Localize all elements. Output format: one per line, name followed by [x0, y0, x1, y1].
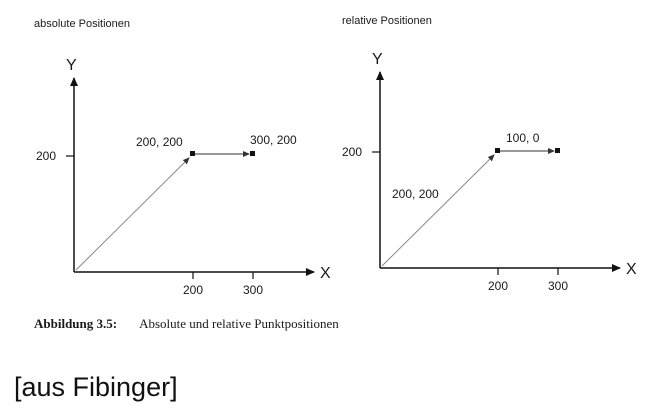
left-start-point	[190, 151, 195, 156]
left-panel-title: absolute Positionen	[34, 18, 131, 30]
left-panel: Y X 200 200 300 200, 200 300, 200	[36, 57, 331, 297]
left-x-axis-label: X	[320, 265, 331, 282]
left-y-tick-label: 200	[36, 149, 56, 163]
right-offset-label: 100, 0	[506, 131, 540, 145]
left-end-point	[250, 151, 255, 156]
right-x-axis-label: X	[626, 261, 637, 278]
left-x-tick-label-300: 300	[243, 283, 263, 297]
right-end-point	[555, 148, 560, 153]
right-diagonal-line	[381, 154, 495, 267]
right-panel: Y X 200 200 300 200, 200 100, 0	[342, 51, 637, 293]
right-panel-title: relative Positionen	[342, 15, 432, 27]
right-y-tick-label: 200	[342, 145, 362, 159]
caption-text: Absolute und relative Punktpositionen	[139, 316, 339, 331]
right-diagonal-label: 200, 200	[392, 187, 439, 201]
right-y-axis-label: Y	[372, 51, 383, 68]
left-diagonal-line	[75, 157, 190, 271]
right-x-tick-label-200: 200	[488, 279, 508, 293]
right-x-tick-label-300: 300	[548, 279, 568, 293]
caption-label: Abbildung 3.5:	[34, 316, 118, 331]
left-end-point-label: 300, 200	[250, 133, 297, 147]
left-start-point-label: 200, 200	[136, 135, 183, 149]
figure-caption: Abbildung 3.5: Absolute und relative Punk…	[34, 316, 339, 332]
right-start-point	[495, 148, 500, 153]
source-note: [aus Fibinger]	[14, 372, 178, 402]
left-x-tick-label-200: 200	[183, 283, 203, 297]
left-y-axis-label: Y	[66, 57, 77, 74]
